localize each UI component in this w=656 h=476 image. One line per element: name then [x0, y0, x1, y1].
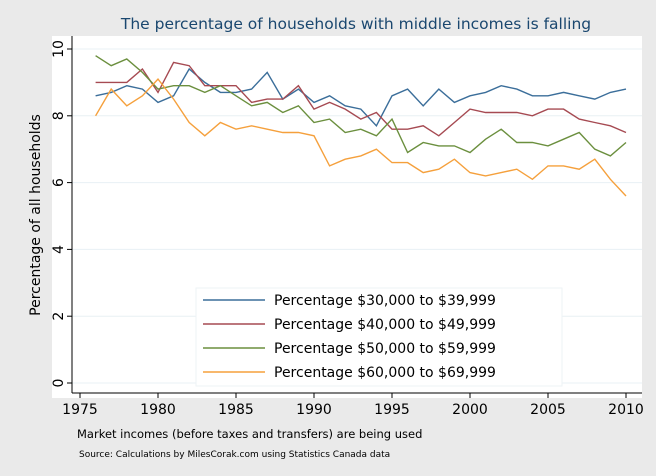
legend-label: Percentage $40,000 to $49,999	[274, 317, 496, 333]
x-tick-label: 2010	[608, 402, 644, 418]
x-tick-label: 2000	[452, 402, 488, 418]
legend	[195, 287, 563, 387]
y-tick-label: 6	[51, 178, 67, 187]
y-tick-label: 10	[51, 40, 67, 58]
series-line-2	[95, 61, 627, 137]
legend-label: Percentage $60,000 to $69,999	[274, 365, 496, 381]
x-tick-label: 1975	[62, 402, 98, 418]
chart-source: Source: Calculations by MilesCorak.com u…	[79, 450, 390, 460]
x-tick-label: 1980	[140, 402, 176, 418]
series-line-3	[95, 55, 627, 157]
legend-label: Percentage $50,000 to $59,999	[274, 341, 496, 357]
y-tick-label: 4	[51, 245, 67, 254]
chart-title: The percentage of households with middle…	[120, 15, 591, 33]
x-tick-label: 2005	[530, 402, 566, 418]
series-line-4	[94, 78, 627, 197]
y-tick-label: 2	[51, 312, 67, 321]
chart-note: Market incomes (before taxes and transfe…	[77, 427, 422, 441]
y-tick-label: 8	[51, 111, 67, 120]
x-tick-label: 1990	[296, 402, 332, 418]
x-tick-label: 1985	[218, 402, 254, 418]
legend-label: Percentage $30,000 to $39,999	[274, 293, 496, 309]
y-axis-label: Percentage of all households	[28, 114, 44, 316]
series-line-1	[95, 67, 627, 128]
x-tick-label: 1995	[374, 402, 410, 418]
y-tick-label: 0	[51, 379, 67, 388]
